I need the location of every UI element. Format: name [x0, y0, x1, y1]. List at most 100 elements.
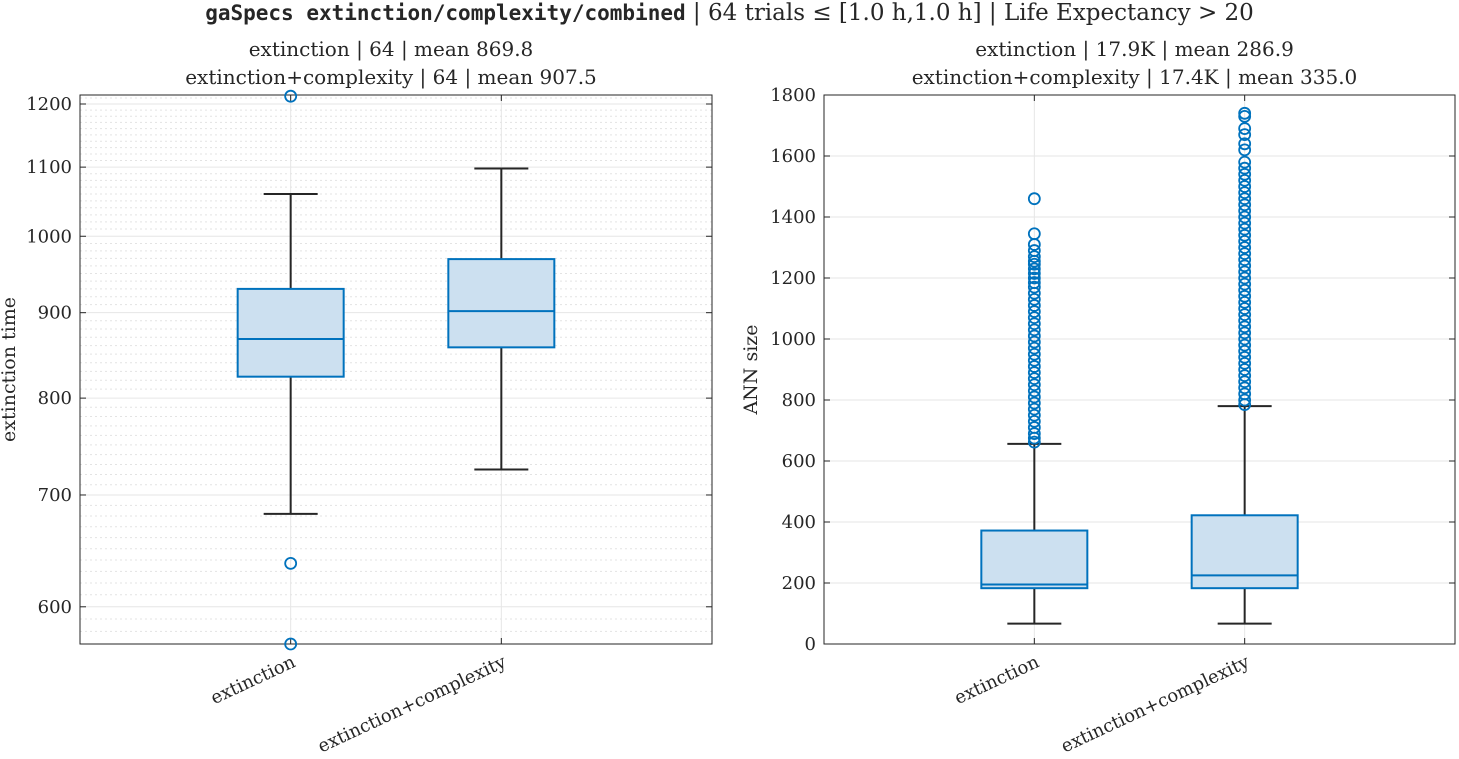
panel2-outlier-point — [1027, 317, 1041, 331]
panel2-outlier-point — [1238, 210, 1252, 224]
panel2-outlier-point — [1027, 396, 1041, 410]
panel2-outlier-point — [1027, 262, 1041, 276]
panel2-iqr-box — [1190, 514, 1299, 590]
panel2-outlier-point — [1027, 353, 1041, 367]
panel1-axes — [79, 94, 713, 645]
panel1-outlier-point — [284, 637, 298, 651]
panel2-outlier-point — [1238, 253, 1252, 267]
panel2-outlier-point — [1027, 402, 1041, 416]
panel2-outlier-point — [1238, 241, 1252, 254]
panel2-ytick-label: 1400 — [770, 207, 816, 228]
panel2-outlier-point — [1238, 186, 1252, 200]
panel2-outlier-point — [1238, 289, 1252, 303]
panel2-outlier-point — [1027, 435, 1041, 449]
panel2-outlier-point — [1238, 173, 1252, 187]
panel2-outlier-point — [1027, 427, 1041, 440]
panel2-outlier-point — [1027, 329, 1041, 343]
panel1-ytick-label: 800 — [38, 388, 72, 409]
panel2-outlier-point — [1027, 378, 1041, 392]
panel2-ytick-label: 0 — [805, 634, 816, 655]
panel2-xtick-label: extinction+complexity — [1058, 651, 1254, 757]
panel2-ytick-label: 400 — [782, 512, 816, 533]
panel2-outlier-point — [1238, 302, 1252, 315]
panel2-ylabel: ANN size — [740, 324, 762, 415]
panel2-outlier-point — [1027, 323, 1041, 337]
panel2-box-1 — [980, 192, 1089, 625]
panel2-outlier-point — [1238, 204, 1252, 218]
panel2-xtick-label: extinction — [951, 651, 1043, 709]
panel2-outlier-point — [1027, 286, 1041, 300]
figure-suptitle: gaSpecs extinction/complexity/combined |… — [0, 0, 1459, 26]
panel2-outlier-point — [1238, 369, 1252, 383]
panel1-title-line: extinction+complexity | 64 | mean 907.5 — [185, 65, 597, 90]
panel1-box-2 — [447, 167, 556, 471]
panel2-outlier-point — [1238, 283, 1252, 297]
panel1-title-line: extinction | 64 | mean 869.8 — [249, 37, 534, 62]
panel2-outlier-point — [1027, 250, 1041, 264]
panel2-outlier-point — [1238, 128, 1252, 142]
panel2-outlier-point — [1027, 384, 1041, 398]
panel2-title-line: extinction | 17.9K | mean 286.9 — [975, 37, 1294, 62]
panel2-outlier-point — [1238, 350, 1252, 364]
panel2-outlier-point — [1027, 267, 1041, 280]
panel2-outlier-point — [1238, 192, 1252, 206]
suptitle-rest: | 64 trials ≤ [1.0 h,1.0 h] | Life Expec… — [685, 0, 1254, 26]
panel2-outlier-point — [1238, 259, 1252, 273]
panel1-ytick-label: 1200 — [26, 94, 72, 115]
panel2-outlier-point — [1238, 314, 1252, 328]
panel2-outlier-point — [1238, 375, 1252, 389]
panel2-axes — [823, 94, 1456, 645]
panel2-outlier-point — [1027, 299, 1041, 312]
suptitle-code: gaSpecs extinction/complexity/combined — [205, 1, 686, 25]
panel1-ytick-label: 700 — [38, 485, 72, 506]
panel1-xtick-label: extinction — [208, 651, 300, 709]
panel2-outlier-point — [1238, 363, 1252, 376]
panel2-box-2 — [1190, 106, 1299, 625]
panel2-ytick-label: 1000 — [770, 329, 816, 350]
panel2-outlier-point — [1238, 295, 1252, 309]
panel1-outlier-point — [284, 556, 298, 570]
panel2-outlier-point — [1027, 280, 1041, 294]
panel2-outlier-point — [1238, 320, 1252, 334]
panel2-ytick-label: 1600 — [770, 146, 816, 167]
panel2-outlier-point — [1027, 311, 1041, 325]
panel2-outlier-point — [1238, 180, 1252, 193]
panel2-outlier-point — [1027, 366, 1041, 379]
panel2-outlier-point — [1238, 143, 1252, 157]
panel2-ytick-label: 600 — [782, 451, 816, 472]
panel2-outlier-point — [1027, 347, 1041, 361]
panel2-outlier-point — [1027, 414, 1041, 428]
panel2-outlier-point — [1238, 393, 1252, 407]
panel2-outlier-point — [1027, 408, 1041, 422]
panel2-outlier-point — [1238, 161, 1252, 175]
panel2-outlier-point — [1027, 305, 1041, 318]
panel2-outlier-point — [1238, 381, 1252, 395]
panel2-outlier-point — [1238, 356, 1252, 370]
panel2-outlier-point — [1027, 335, 1041, 349]
panel2-outlier-point — [1238, 167, 1252, 181]
panel2-outlier-point — [1238, 234, 1252, 248]
panel2-outlier-point — [1238, 332, 1252, 346]
panel2-outlier-point — [1238, 344, 1252, 358]
panel1-iqr-box — [447, 258, 556, 349]
panel2-outlier-point — [1238, 398, 1252, 411]
panel1-outlier-point — [284, 89, 298, 103]
panel1-ytick-label: 600 — [38, 597, 72, 618]
panel2-outlier-point — [1238, 326, 1252, 340]
panel2-ytick-label: 800 — [782, 390, 816, 411]
panel2-ytick-label: 200 — [782, 573, 816, 594]
panel2-outlier-point — [1027, 431, 1041, 445]
panel1-iqr-box — [236, 287, 345, 378]
panel1-ylabel: extinction time — [0, 297, 20, 442]
panel2-outlier-point — [1238, 271, 1252, 285]
panel2-outlier-point — [1027, 360, 1041, 373]
panel2-outlier-point — [1027, 257, 1041, 271]
panel2-axes-box — [823, 94, 1456, 645]
panel2-outlier-point — [1027, 238, 1041, 251]
panel2-outlier-point — [1238, 222, 1252, 236]
panel2-outlier-point — [1238, 216, 1252, 230]
panel2-outlier-point — [1238, 122, 1252, 135]
panel2-outlier-point — [1238, 265, 1252, 279]
panel2-outlier-point — [1027, 372, 1041, 386]
